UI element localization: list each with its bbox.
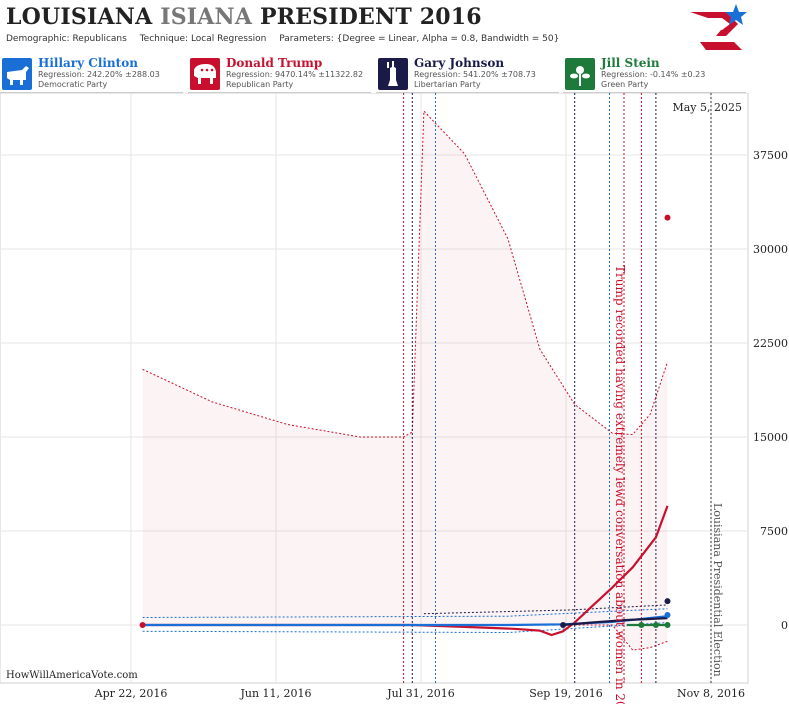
data-point [560,622,567,628]
technique-value: Local Regression [190,34,267,44]
chart-header: LOUISIANA ISIANA PRESIDENT 2016 Demograp… [0,0,789,56]
chart-subtitle: Demographic: Republicans Technique: Loca… [6,34,559,44]
data-point [652,622,659,628]
regression-chart: 0 7500 15000 22500 30000 37500 Apr 22, 2016 Ju… [0,93,788,704]
x-tick-label: Apr 22, 2016 [94,687,168,700]
legend-regression-johnson: Regression: 541.20% ±708.73 [414,70,536,79]
annotations: Trump recorded having extremely lewd con… [613,265,724,704]
legend-item-johnson: Gary Johnson Regression: 541.20% ±708.73… [376,56,559,93]
data-point [664,611,671,618]
title-state-shadow: ISIANA [160,4,253,30]
data-point [664,622,671,628]
demographic-label: Demographic: [6,34,70,44]
current-date-label: May 5, 2025 [672,101,742,114]
site-logo-icon [690,4,747,50]
clinton-band-lower [142,622,668,634]
plot-frame [0,93,749,684]
data-point [664,214,671,221]
y-tick-label: 0 [781,619,788,632]
demographic-value: Republicans [72,34,127,44]
parameters-label: Parameters: [279,34,334,44]
legend-party-clinton: Democratic Party [38,80,108,89]
legend-party-stein: Green Party [601,80,649,89]
libertarian-statue-icon [378,58,408,90]
page-title: LOUISIANA ISIANA PRESIDENT 2016 [6,4,482,30]
legend-regression-clinton: Regression: 242.20% ±288.03 [38,70,160,79]
x-axis-ticks: Apr 22, 2016 Jun 11, 2016 Jul 31, 2016 Sep … [94,687,745,700]
technique-label: Technique: [139,34,189,44]
y-tick-label: 22500 [753,337,788,350]
annotation-election-day: Louisiana Presidential Election [711,503,724,677]
series-lines [142,505,669,637]
candidate-legend: Hillary Clinton Regression: 242.20% ±288… [0,56,789,93]
clinton-band-upper [142,608,668,618]
watermark-text: HowWillAmericaVote.com [6,670,138,681]
y-tick-label: 30000 [753,243,788,256]
x-tick-label: Jul 31, 2016 [386,687,455,700]
y-tick-label: 37500 [753,149,788,162]
y-axis-ticks: 0 7500 15000 22500 30000 37500 [753,149,788,632]
data-point [664,598,671,605]
data-point [139,622,146,628]
legend-name-clinton: Hillary Clinton [38,56,138,70]
title-state: LOUISIANA [6,4,153,30]
data-point [638,622,645,628]
series-points [139,214,671,628]
gridlines [0,93,748,683]
legend-item-clinton: Hillary Clinton Regression: 242.20% ±288… [0,56,183,93]
legend-name-stein: Jill Stein [601,56,660,70]
legend-party-johnson: Libertarian Party [414,80,481,89]
x-tick-label: Sep 19, 2016 [529,687,603,700]
series-line-gary-johnson [563,617,668,627]
legend-name-trump: Donald Trump [226,56,323,70]
x-tick-label: Nov 8, 2016 [677,687,745,700]
johnson-band-upper [423,604,668,615]
trump-band-upper [142,109,668,438]
legend-regression-trump: Regression: 9470.14% ±11322.82 [226,70,364,79]
legend-regression-stein: Regression: -0.14% ±0.23 [601,70,706,79]
y-tick-label: 7500 [760,525,788,538]
republican-elephant-icon [190,58,220,90]
legend-item-trump: Donald Trump Regression: 9470.14% ±11322… [188,56,371,93]
democratic-donkey-icon [2,58,32,90]
annotation-lewd-conversation: Trump recorded having extremely lewd con… [613,265,627,704]
title-race: PRESIDENT 2016 [259,4,482,30]
x-tick-label: Jun 11, 2016 [239,687,311,700]
legend-name-johnson: Gary Johnson [414,56,505,70]
legend-party-trump: Republican Party [226,80,294,89]
green-party-flower-icon [565,58,595,90]
y-tick-label: 15000 [753,431,788,444]
legend-item-stein: Jill Stein Regression: -0.14% ±0.23 Gree… [563,56,746,93]
trump-band-fill [142,111,668,651]
parameters-value: {Degree = Linear, Alpha = 0.8, Bandwidth… [336,34,560,44]
